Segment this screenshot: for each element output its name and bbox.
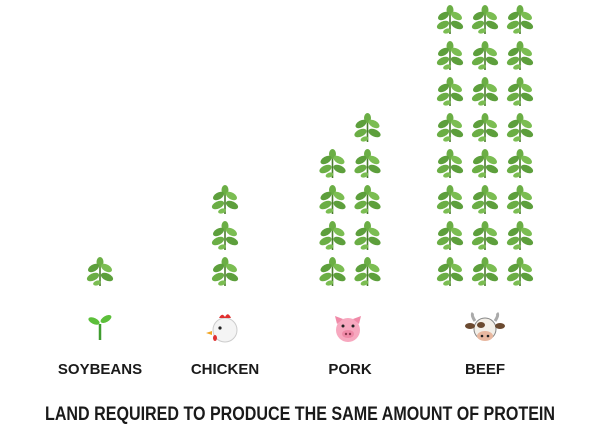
- plant-icon: [85, 257, 115, 287]
- plant-icon: [210, 257, 240, 287]
- category-label: CHICKEN: [191, 361, 259, 378]
- plant-icon: [505, 185, 535, 215]
- plant-icon: [352, 149, 383, 179]
- chart-title: LAND REQUIRED TO PRODUCE THE SAME AMOUNT…: [45, 404, 555, 425]
- plant-icon: [317, 185, 348, 215]
- plant-icon: [470, 257, 500, 287]
- plant-icon: [210, 185, 240, 215]
- plant-icon: [505, 221, 535, 251]
- plant-icon: [470, 5, 500, 35]
- plant-icon: [505, 149, 535, 179]
- plant-icon: [435, 221, 465, 251]
- plant-icon: [505, 77, 535, 107]
- plant-icon: [470, 113, 500, 143]
- plant-icon: [505, 113, 535, 143]
- category-label: BEEF: [465, 361, 505, 378]
- pig-icon: [335, 316, 361, 342]
- icon-stack: [317, 113, 383, 287]
- category-label: SOYBEANS: [58, 361, 142, 378]
- category-label: PORK: [328, 361, 372, 378]
- plant-icon: [505, 5, 535, 35]
- plant-icon: [435, 77, 465, 107]
- plant-icon: [317, 221, 348, 251]
- plant-icon: [505, 257, 535, 287]
- plant-icon: [435, 113, 465, 143]
- seedling-icon: [88, 315, 112, 340]
- plant-icon: [352, 221, 383, 251]
- plant-icon: [435, 41, 465, 71]
- plant-icon: [352, 185, 383, 215]
- plant-icon: [210, 221, 240, 251]
- plant-icon: [352, 113, 383, 143]
- plant-icon: [435, 149, 465, 179]
- plant-icon: [352, 257, 383, 287]
- plant-icon: [470, 41, 500, 71]
- chicken-icon: [206, 314, 238, 343]
- plant-icon: [505, 41, 535, 71]
- plant-icon: [435, 257, 465, 287]
- plant-icon: [317, 257, 348, 287]
- plant-icon: [435, 185, 465, 215]
- icon-stack: [210, 185, 240, 287]
- plant-icon: [317, 149, 348, 179]
- plant-icon: [470, 77, 500, 107]
- icon-stack: [85, 257, 115, 287]
- plant-icon: [435, 5, 465, 35]
- plant-icon: [470, 221, 500, 251]
- cow-icon: [465, 311, 505, 341]
- plant-icon: [470, 185, 500, 215]
- plant-icon: [470, 149, 500, 179]
- icon-stack: [435, 5, 535, 287]
